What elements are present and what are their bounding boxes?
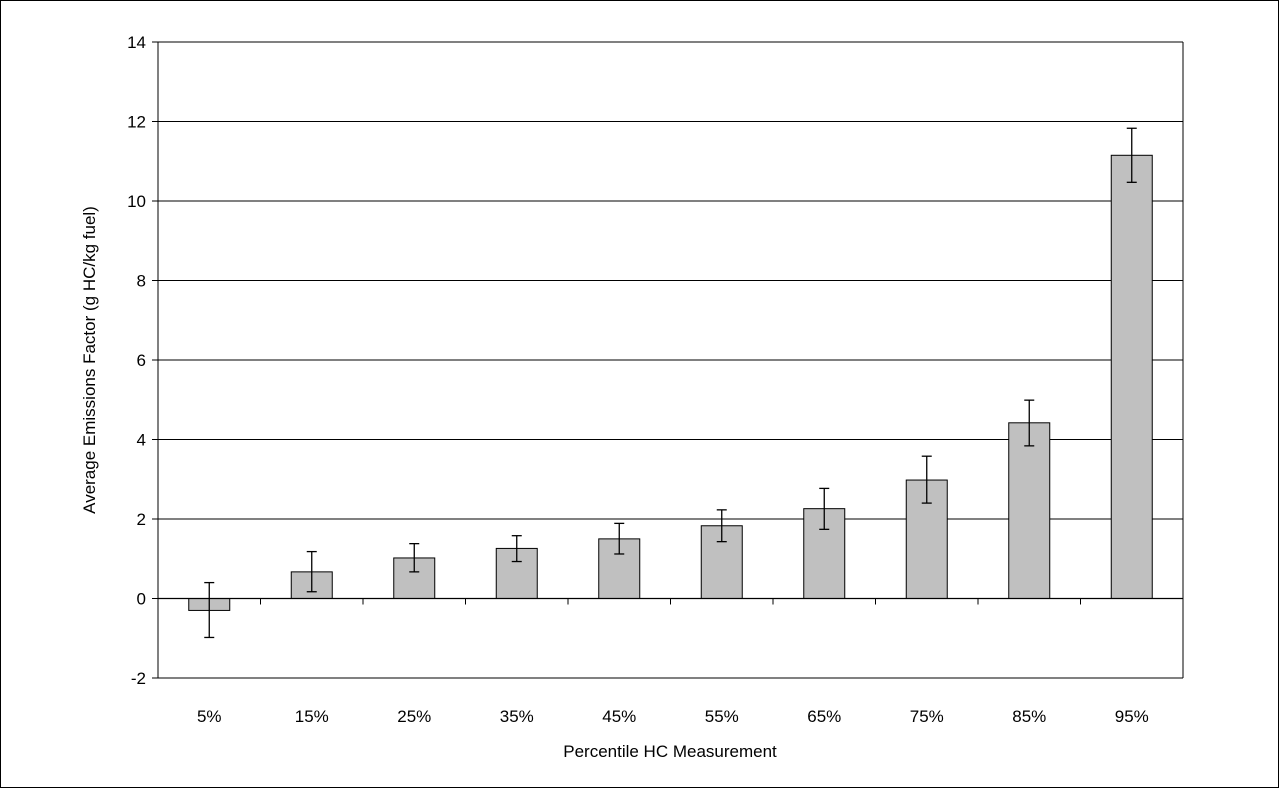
y-tick-label: -2	[131, 669, 146, 688]
y-tick-label: 10	[127, 192, 146, 211]
x-tick-label: 65%	[807, 707, 841, 726]
x-tick-label: 55%	[705, 707, 739, 726]
bar	[1008, 422, 1051, 599]
x-tick-label: 5%	[197, 707, 222, 726]
y-tick-label: 6	[137, 351, 146, 370]
y-tick-label: 8	[137, 272, 146, 291]
x-tick-labels: 5% 15% 25% 35% 45% 55% 65% 75% 85% 95%	[197, 707, 1149, 726]
y-tick-label: 12	[127, 113, 146, 132]
x-tick-label: 75%	[910, 707, 944, 726]
y-tick-label: 14	[127, 33, 146, 52]
y-tick-label: 2	[137, 510, 146, 529]
x-tick-label: 15%	[295, 707, 329, 726]
y-tick-label: 4	[137, 431, 146, 450]
axes	[152, 41, 1184, 679]
error-bars	[204, 127, 1137, 639]
y-tick-label: 0	[137, 590, 146, 609]
x-axis-title: Percentile HC Measurement	[563, 742, 777, 761]
x-tick-label: 35%	[500, 707, 534, 726]
y-axis-title: Average Emissions Factor (g HC/kg fuel)	[80, 206, 99, 514]
x-tick-label: 45%	[602, 707, 636, 726]
bar	[1110, 154, 1153, 599]
y-tick-labels: -2 0 2 4 6 8 10 12 14	[127, 33, 146, 688]
x-tick-label: 25%	[397, 707, 431, 726]
bars	[188, 154, 1153, 611]
x-tick-label: 85%	[1012, 707, 1046, 726]
x-tick-label: 95%	[1115, 707, 1149, 726]
